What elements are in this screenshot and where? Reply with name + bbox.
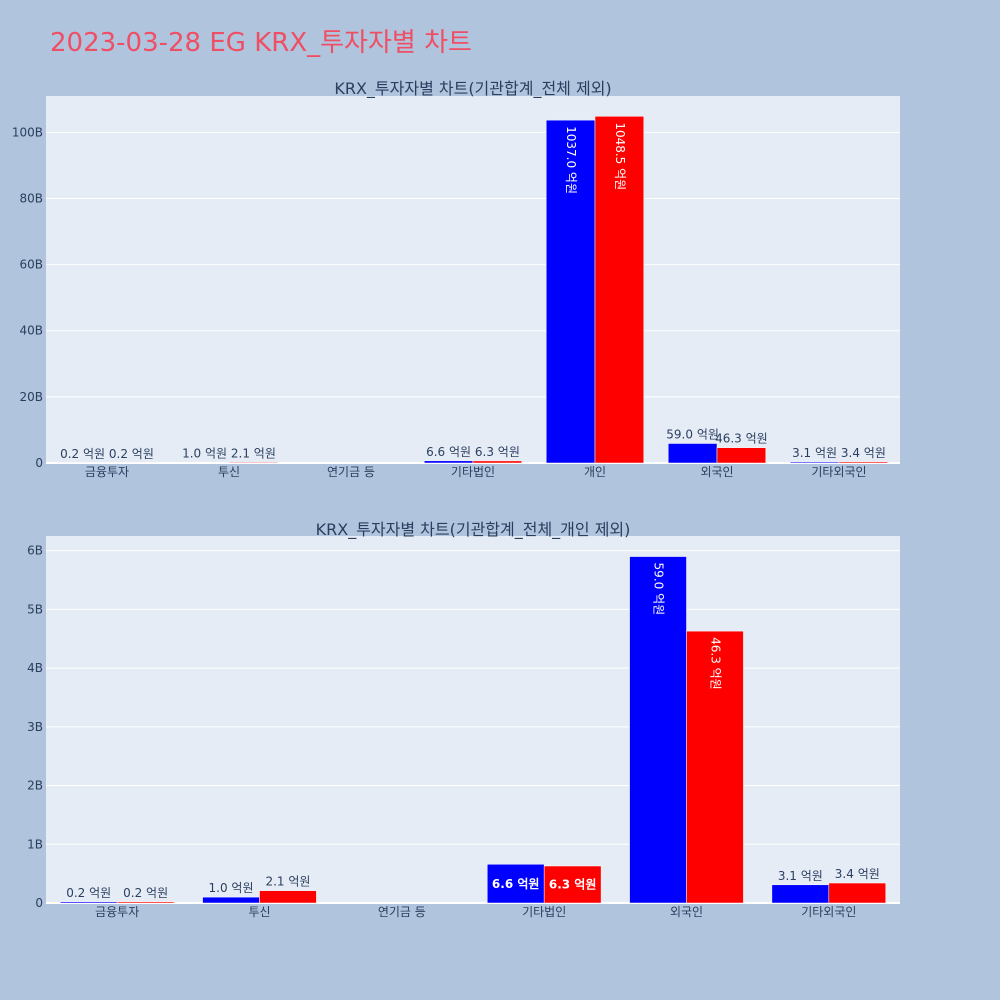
bar-data-label: 2.1 억원 bbox=[265, 875, 310, 889]
subplot-title: KRX_투자자별 차트(기관합계_전체 제외) bbox=[334, 79, 611, 99]
bar bbox=[228, 462, 279, 464]
bar bbox=[789, 461, 840, 464]
bar bbox=[486, 863, 545, 904]
bar bbox=[259, 890, 317, 904]
bar-data-label: 6.3 억원 bbox=[475, 445, 520, 459]
y-tick-label: 5B bbox=[27, 602, 43, 616]
bar-data-label: 0.2 억원 bbox=[66, 886, 111, 900]
bar bbox=[838, 461, 889, 464]
x-tick-label: 개인 bbox=[584, 465, 606, 479]
y-tick-label: 100B bbox=[12, 125, 43, 139]
y-tick-label: 40B bbox=[19, 324, 43, 338]
bar-data-label: 59.0 억원 bbox=[666, 427, 719, 441]
y-tick-label: 1B bbox=[27, 837, 43, 851]
y-tick-label: 6B bbox=[27, 544, 43, 558]
x-tick-label: 기타외국인 bbox=[811, 465, 866, 479]
x-tick-label: 기타법인 bbox=[451, 465, 495, 479]
bar-data-label: 3.1 억원 bbox=[792, 446, 837, 460]
x-tick-label: 기타법인 bbox=[522, 905, 566, 919]
bar bbox=[828, 882, 887, 904]
bar bbox=[594, 116, 645, 464]
y-tick-label: 0 bbox=[35, 456, 43, 470]
bar-data-label: 46.3 억원 bbox=[708, 637, 722, 690]
bar bbox=[667, 443, 718, 464]
bar bbox=[116, 901, 175, 904]
y-tick-label: 2B bbox=[27, 779, 43, 793]
x-tick-label: 외국인 bbox=[700, 465, 733, 479]
y-tick-label: 80B bbox=[19, 191, 43, 205]
bar bbox=[472, 460, 523, 464]
y-tick-label: 60B bbox=[19, 258, 43, 272]
x-tick-label: 연기금 등 bbox=[378, 905, 426, 919]
bar bbox=[543, 865, 602, 904]
bar-data-label: 2.1 억원 bbox=[231, 446, 276, 460]
bar-data-label: 0.2 억원 bbox=[123, 886, 168, 900]
bar-data-label: 6.6 억원 bbox=[426, 445, 471, 459]
x-tick-label: 외국인 bbox=[670, 905, 703, 919]
bar bbox=[629, 556, 687, 904]
bar-data-label: 1.0 억원 bbox=[182, 447, 227, 461]
bar-data-label: 6.3 억원 bbox=[549, 878, 597, 892]
y-tick-label: 20B bbox=[19, 390, 43, 404]
bar-data-label: 3.1 억원 bbox=[778, 869, 823, 883]
bar-data-label: 59.0 억원 bbox=[652, 563, 666, 616]
bar bbox=[686, 630, 744, 904]
x-tick-label: 기타외국인 bbox=[801, 905, 856, 919]
page-title: 2023-03-28 EG KRX_투자자별 차트 bbox=[50, 28, 472, 58]
x-tick-label: 투신 bbox=[248, 905, 270, 919]
chart-panel-bottom: 0 1B 2B 3B 4B 5B 6B KRX_투자자별 차트(기관합계_전체_개인 제외) 금… bbox=[27, 520, 900, 919]
y-tick-label: 3B bbox=[27, 720, 43, 734]
bar-data-label: 3.4 억원 bbox=[841, 446, 886, 460]
bar bbox=[202, 896, 260, 904]
bar bbox=[423, 460, 474, 464]
plot-area bbox=[46, 96, 900, 463]
x-tick-label: 연기금 등 bbox=[327, 465, 375, 479]
bar bbox=[771, 884, 830, 904]
subplot-title: KRX_투자자별 차트(기관합계_전체_개인 제외) bbox=[316, 520, 631, 540]
bar bbox=[59, 901, 118, 904]
bar-data-label: 1037.0 억원 bbox=[564, 126, 578, 194]
plot-area bbox=[46, 536, 900, 903]
bar-data-label: 1.0 억원 bbox=[209, 881, 254, 895]
y-tick-label: 4B bbox=[27, 661, 43, 675]
x-tick-label: 금융투자 bbox=[85, 465, 129, 479]
bar-data-label: 6.6 억원 bbox=[492, 877, 540, 891]
bar-data-label: 46.3 억원 bbox=[715, 432, 768, 446]
bar-data-label: 0.2 억원 bbox=[60, 447, 105, 461]
bar-data-label: 1048.5 억원 bbox=[613, 122, 627, 190]
x-tick-label: 금융투자 bbox=[95, 905, 139, 919]
bar-data-label: 3.4 억원 bbox=[835, 867, 880, 881]
chart-panel-top: 0 20B 40B 60B 80B 100B KRX_투자자별 차트(기관합계_전체 제외)… bbox=[12, 79, 900, 479]
x-tick-label: 투신 bbox=[218, 465, 240, 479]
bar bbox=[716, 447, 767, 464]
y-tick-label: 0 bbox=[35, 896, 43, 910]
bar-data-label: 0.2 억원 bbox=[109, 447, 154, 461]
